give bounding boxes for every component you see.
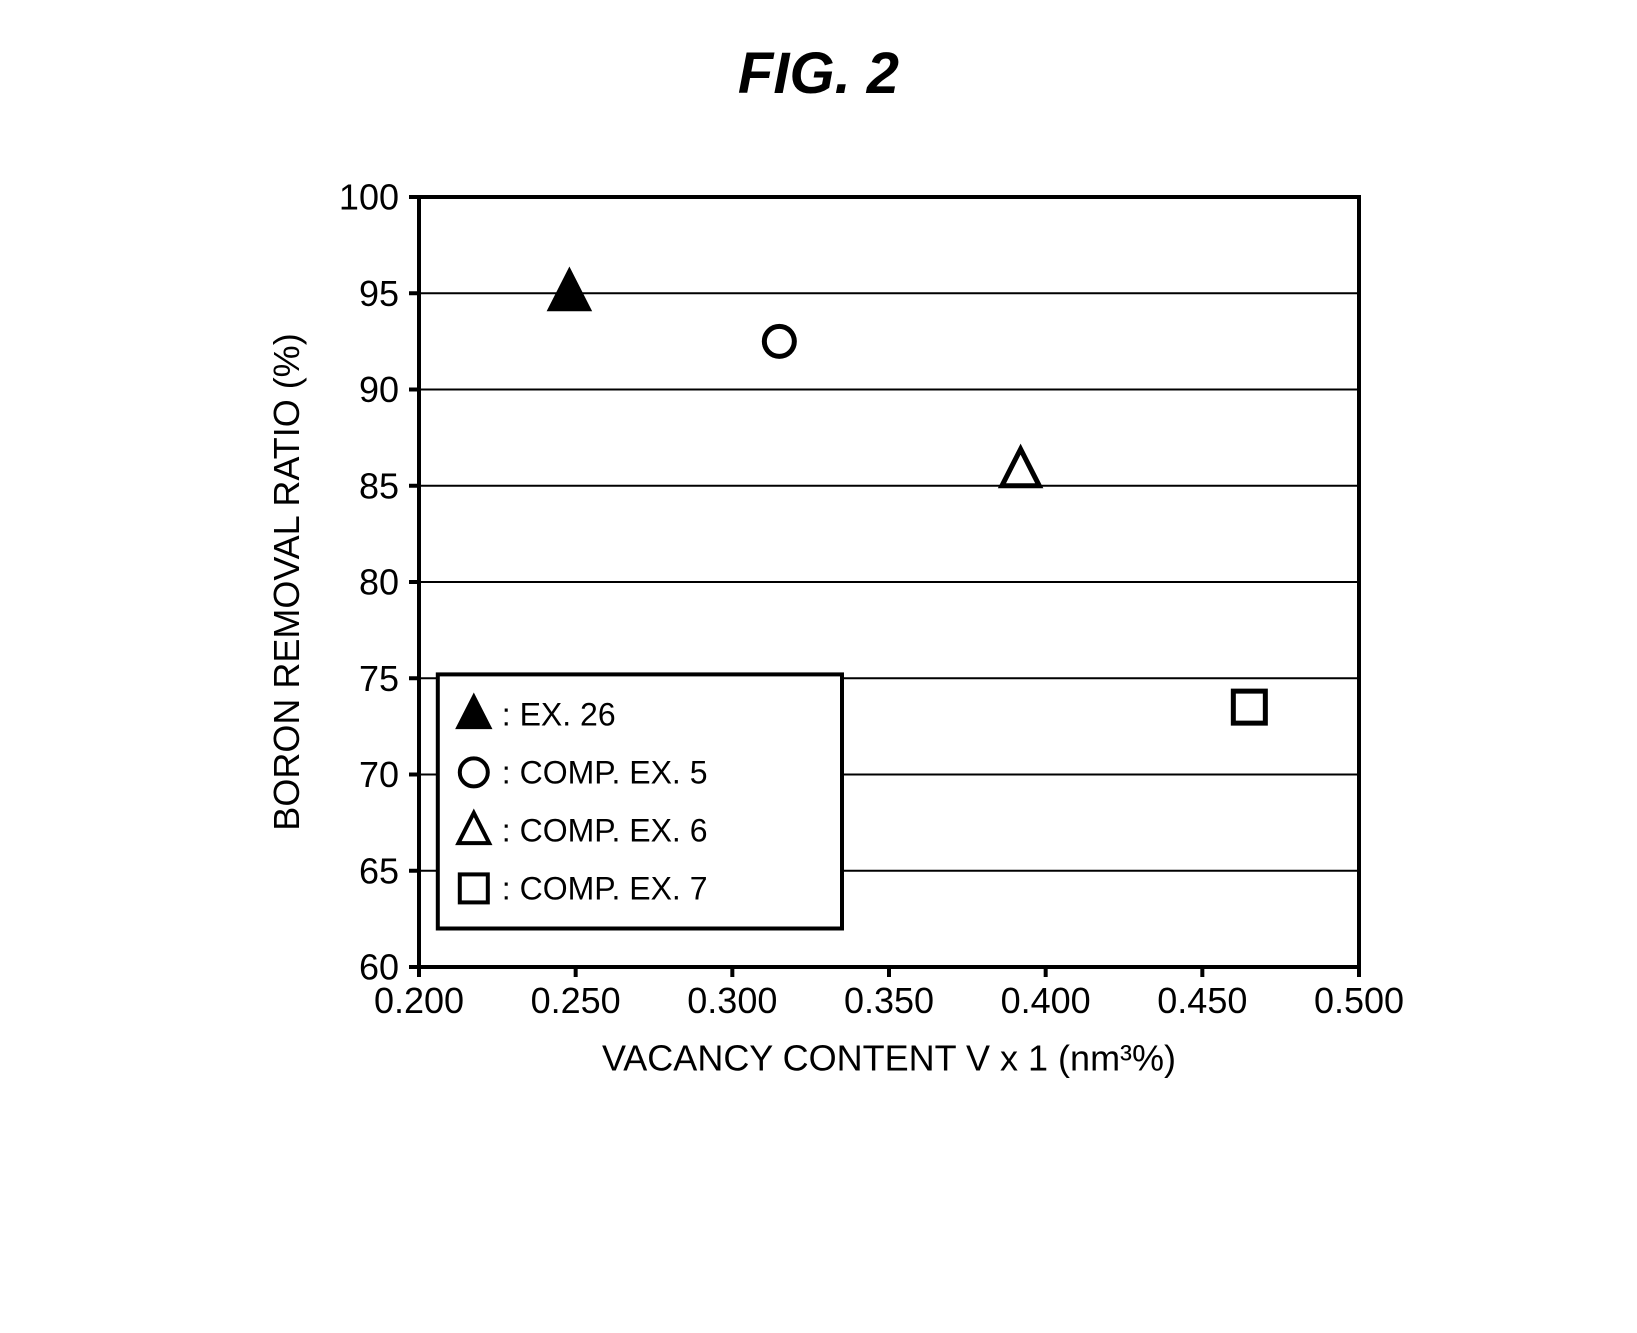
svg-text:65: 65 (358, 850, 398, 891)
svg-text:0.250: 0.250 (530, 980, 620, 1021)
svg-text:0.350: 0.350 (843, 980, 933, 1021)
figure: FIG. 2 60657075808590951000.2000.2500.30… (40, 40, 1597, 1137)
svg-text:: COMP. EX. 5: : COMP. EX. 5 (501, 755, 707, 791)
svg-text:VACANCY CONTENT V x 1 (nm³%): VACANCY CONTENT V x 1 (nm³%) (601, 1038, 1175, 1079)
svg-text:BORON REMOVAL RATIO (%): BORON REMOVAL RATIO (%) (266, 333, 307, 830)
svg-text:0.450: 0.450 (1157, 980, 1247, 1021)
svg-text:85: 85 (358, 465, 398, 506)
svg-text:90: 90 (358, 369, 398, 410)
svg-text:0.500: 0.500 (1313, 980, 1403, 1021)
svg-text:70: 70 (358, 754, 398, 795)
svg-text:0.300: 0.300 (687, 980, 777, 1021)
scatter-chart: 60657075808590951000.2000.2500.3000.3500… (219, 137, 1419, 1137)
svg-text:: EX. 26: : EX. 26 (501, 697, 615, 733)
figure-title: FIG. 2 (40, 40, 1597, 107)
svg-text:75: 75 (358, 658, 398, 699)
svg-text:100: 100 (338, 177, 398, 218)
svg-text:0.400: 0.400 (1000, 980, 1090, 1021)
svg-text:0.200: 0.200 (373, 980, 463, 1021)
svg-text:95: 95 (358, 273, 398, 314)
svg-text:: COMP. EX. 7: : COMP. EX. 7 (501, 871, 707, 907)
svg-text:: COMP. EX. 6: : COMP. EX. 6 (501, 813, 707, 849)
svg-text:80: 80 (358, 562, 398, 603)
